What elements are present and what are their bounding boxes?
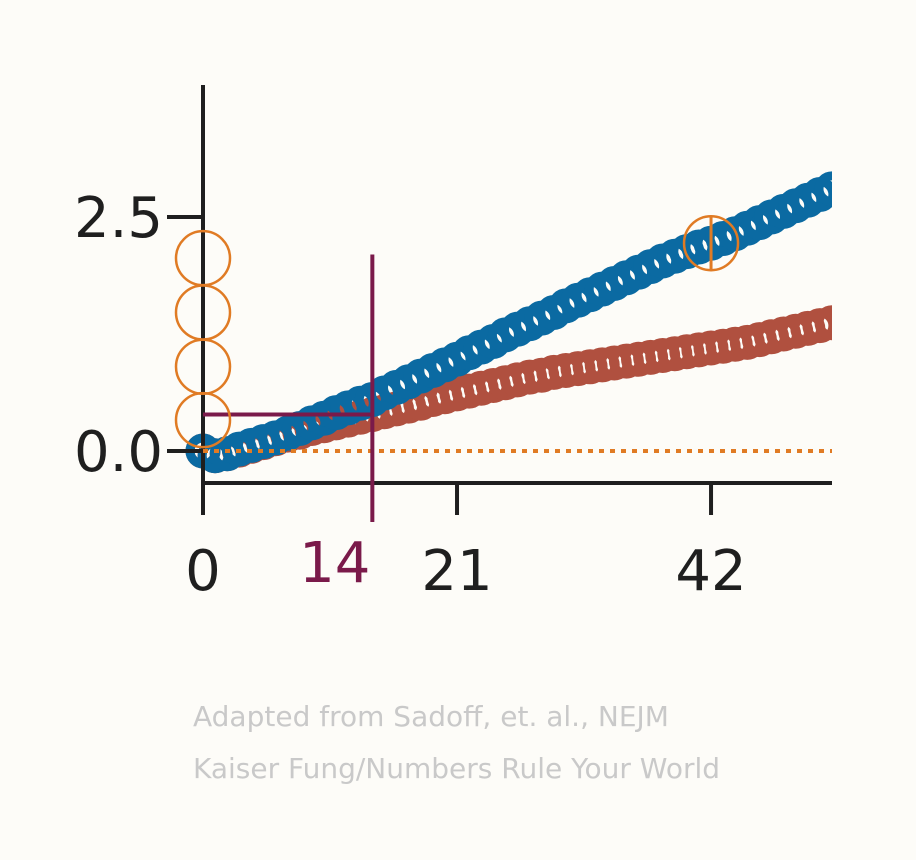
- annotation-layer: 14: [174, 214, 832, 596]
- y-tick-label: 2.5: [74, 186, 163, 251]
- credit-author-line: Kaiser Fung/Numbers Rule Your World: [193, 752, 721, 785]
- series-0-point: [814, 171, 832, 207]
- series-1-point: [814, 305, 832, 341]
- y-tick-label: 0.0: [74, 420, 163, 485]
- ticks-layer: 0.0 2.5 0 21 42: [74, 186, 747, 604]
- series-0-group: [185, 171, 832, 474]
- vertical-marker-label: 14: [299, 531, 370, 596]
- x-tick-label: 42: [675, 539, 746, 604]
- stacked-circle: [174, 391, 232, 449]
- x-tick-label: 0: [185, 539, 221, 604]
- credit-source-line: Adapted from Sadoff, et. al., NEJM: [193, 700, 669, 733]
- x-tick-label: 21: [421, 539, 492, 604]
- series-layer: [185, 171, 832, 474]
